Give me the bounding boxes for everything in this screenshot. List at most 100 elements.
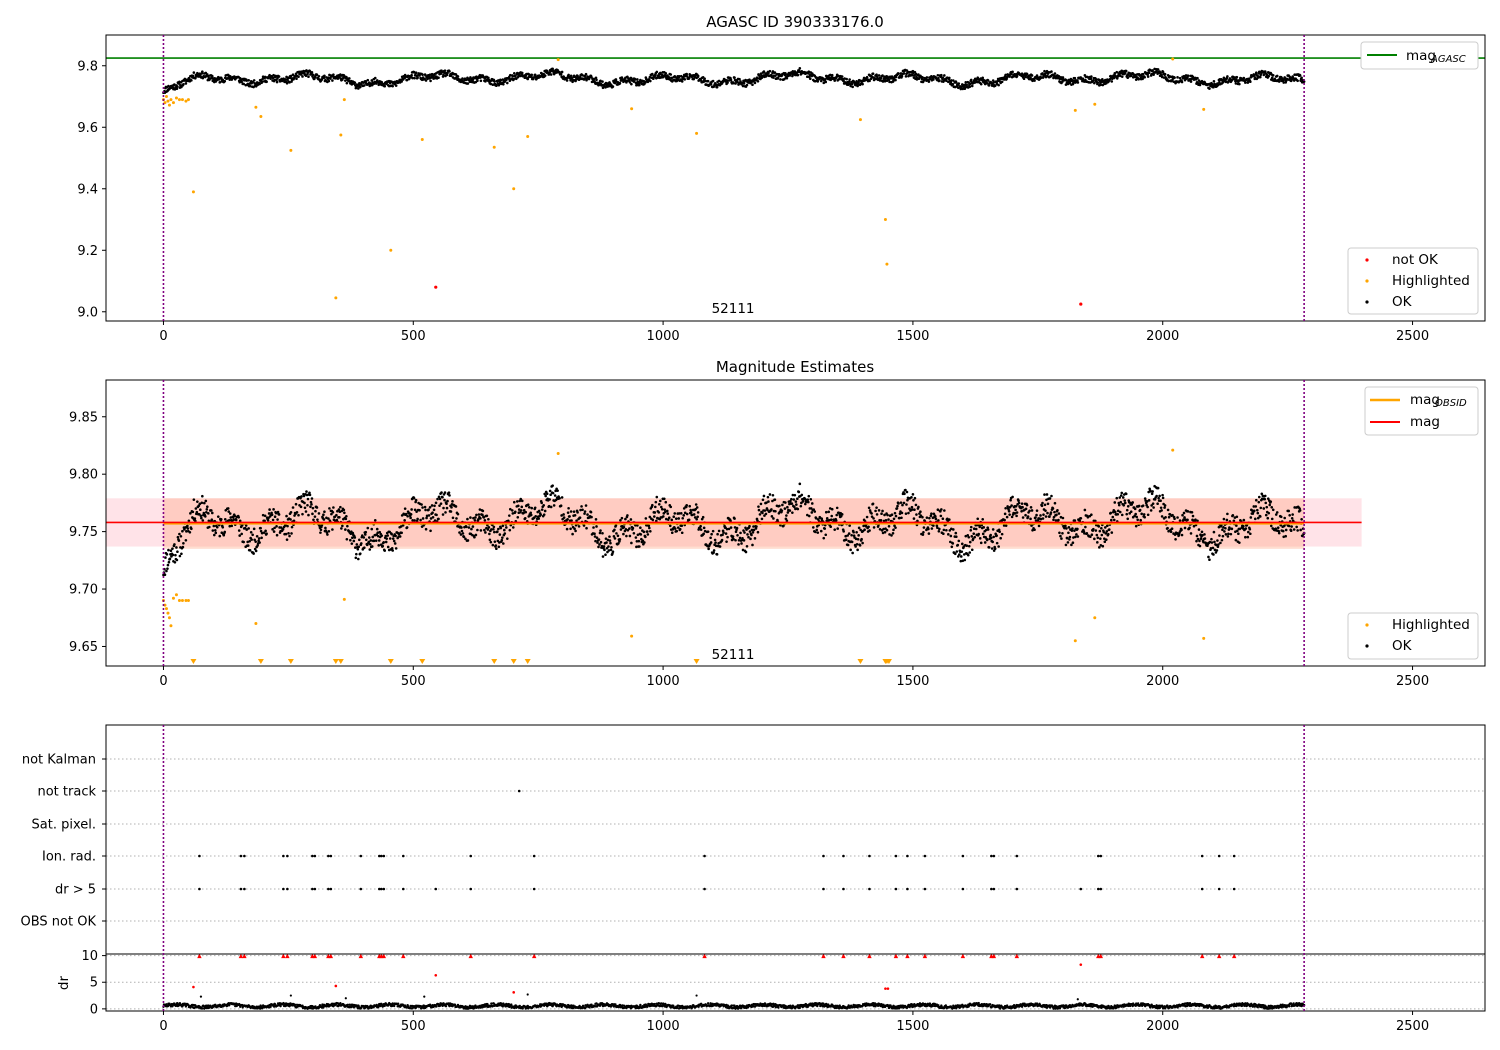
flag-point — [329, 854, 333, 858]
ok-point — [955, 550, 959, 553]
ok-point — [1248, 527, 1252, 531]
ok-point — [610, 545, 613, 549]
ok-point — [1215, 549, 1219, 552]
ok-point — [1050, 70, 1053, 73]
ok-point — [960, 550, 964, 553]
ok-point — [666, 512, 670, 515]
ok-point — [1217, 543, 1220, 546]
ok-point — [201, 519, 205, 522]
ok-point — [919, 510, 922, 513]
legend-highlighted-marker — [1365, 623, 1369, 627]
ok-point — [714, 83, 718, 87]
ok-point — [1042, 513, 1045, 516]
ok-point — [1213, 540, 1216, 544]
ok-point — [603, 548, 606, 552]
flag-point — [1079, 887, 1083, 891]
flag-point — [1099, 887, 1103, 891]
ok-point — [850, 82, 854, 86]
ok-point — [405, 526, 409, 529]
ok-point — [1190, 510, 1194, 514]
ok-point — [816, 531, 820, 534]
ok-point — [450, 506, 453, 509]
ok-point — [1067, 531, 1070, 535]
highlighted-point — [492, 145, 496, 149]
ok-point — [201, 70, 204, 73]
ok-point — [629, 76, 633, 80]
ok-point — [568, 515, 571, 518]
ok-point — [689, 511, 693, 514]
ok-point — [762, 494, 766, 498]
highlighted-point — [1202, 107, 1206, 111]
ok-point — [729, 519, 732, 523]
highlighted-point — [167, 103, 171, 107]
ok-point — [729, 78, 733, 82]
ok-point — [1226, 535, 1230, 538]
ok-point — [764, 512, 768, 516]
highlighted-point — [166, 611, 170, 615]
ok-point — [829, 518, 833, 522]
ok-point — [1151, 490, 1154, 493]
ok-point — [1007, 510, 1011, 513]
ok-point — [409, 513, 413, 516]
ok-point — [285, 81, 289, 85]
ok-point — [915, 513, 918, 516]
ok-point — [460, 526, 463, 529]
ok-point — [272, 530, 276, 533]
ok-point — [572, 510, 576, 513]
ok-point — [304, 510, 308, 513]
ok-point — [315, 506, 319, 509]
highlighted-point — [289, 148, 293, 152]
ok-point — [433, 519, 437, 522]
ok-point — [1123, 501, 1127, 505]
ok-point — [1068, 535, 1072, 539]
ok-point — [894, 526, 897, 529]
flag-point — [992, 854, 996, 858]
ok-point — [433, 504, 436, 508]
ok-point — [1043, 503, 1047, 507]
ok-point — [166, 563, 170, 567]
ok-point — [1139, 518, 1142, 522]
ok-point — [469, 516, 472, 519]
ok-point — [374, 539, 378, 542]
ok-point — [960, 542, 964, 546]
ok-point — [566, 511, 570, 514]
ok-point — [713, 538, 717, 542]
ok-point — [772, 517, 775, 520]
ok-point — [393, 542, 397, 545]
ok-point — [306, 497, 310, 501]
ok-point — [1180, 80, 1184, 84]
ok-point — [267, 512, 271, 515]
ok-point — [1242, 524, 1245, 528]
ok-point — [791, 511, 794, 514]
ok-point — [254, 540, 257, 543]
ok-point — [1265, 505, 1269, 509]
flag-point — [906, 854, 909, 858]
ok-point — [1109, 518, 1113, 522]
ok-point — [383, 84, 387, 88]
ok-point — [735, 526, 739, 530]
ok-point — [680, 80, 684, 83]
ok-point — [492, 525, 496, 529]
ok-point — [834, 519, 838, 522]
ok-point — [637, 539, 641, 543]
ok-point — [380, 80, 384, 84]
x-tick-label: 2500 — [1396, 674, 1429, 689]
ok-point — [331, 510, 335, 514]
ok-point — [211, 529, 215, 532]
ok-point — [715, 85, 719, 89]
ok-point — [534, 515, 538, 518]
highlighted-point — [186, 599, 190, 603]
ok-point — [660, 507, 664, 511]
ok-point — [938, 79, 941, 82]
flag-point — [1232, 887, 1236, 891]
ok-point — [692, 513, 696, 516]
ok-point — [290, 532, 293, 535]
x-tick-label: 2000 — [1146, 329, 1179, 344]
ok-point — [856, 548, 859, 552]
ok-point — [840, 75, 844, 78]
ok-point — [495, 84, 498, 88]
ok-point — [1092, 527, 1095, 531]
ok-point — [968, 551, 972, 554]
ok-point — [635, 545, 638, 549]
ok-point — [547, 504, 551, 508]
